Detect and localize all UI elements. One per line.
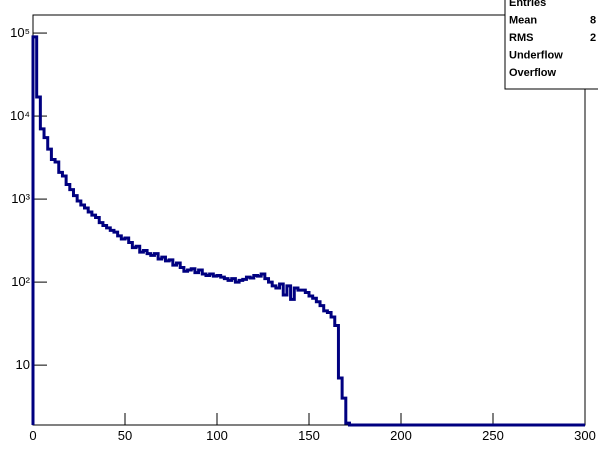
- y-tick-label: 10²: [11, 274, 30, 289]
- y-tick-label: 10³: [11, 191, 30, 206]
- x-tick-label: 0: [29, 428, 36, 443]
- stat-label: RMS: [509, 32, 533, 44]
- stat-label: Overflow: [509, 67, 557, 79]
- x-tick-label: 200: [390, 428, 412, 443]
- y-tick-label: 10⁴: [10, 108, 30, 123]
- x-tick-label: 100: [206, 428, 228, 443]
- x-tick-label: 300: [574, 428, 596, 443]
- stat-label: Entries: [509, 0, 546, 9]
- plot-frame: [32, 14, 586, 426]
- x-tick-label: 150: [298, 428, 320, 443]
- histogram-line: [31, 35, 585, 427]
- stat-label: Underflow: [509, 50, 563, 62]
- stats-box: [504, 0, 598, 90]
- stat-value: 8: [590, 15, 596, 27]
- stat-value: 2: [590, 32, 596, 44]
- y-tick-label: 10⁵: [10, 25, 30, 40]
- x-tick-label: 250: [482, 428, 504, 443]
- stat-label: Mean: [509, 15, 537, 27]
- y-tick-label: 10: [16, 357, 30, 372]
- x-tick-label: 50: [118, 428, 132, 443]
